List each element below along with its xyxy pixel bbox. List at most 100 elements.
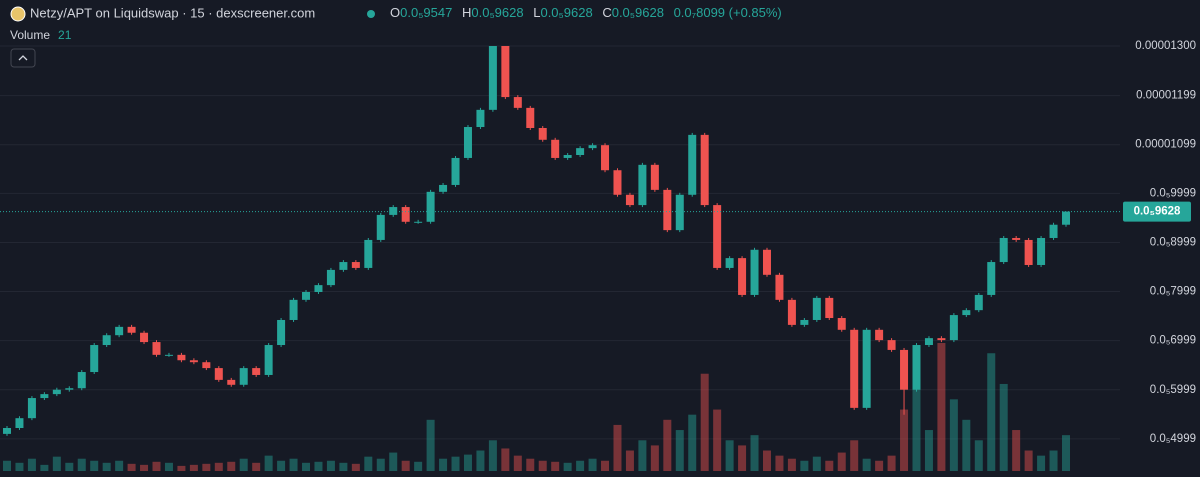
ohlc-key: C xyxy=(602,5,611,20)
volume-bar xyxy=(700,373,709,471)
change: 0.0₇8099 (+0.85%) xyxy=(674,5,782,20)
volume-bar xyxy=(264,455,273,471)
ohlc-value: 0.0₅9547 xyxy=(400,5,452,20)
volume-bar xyxy=(314,461,323,471)
candle-body xyxy=(264,345,273,375)
volume-bar xyxy=(401,460,410,471)
chart-title: Netzy/APT on Liquidswap · 15 · dexscreen… xyxy=(30,5,315,20)
candle-body xyxy=(302,291,311,300)
volume-bar xyxy=(177,465,186,471)
token-logo xyxy=(10,6,26,22)
candle-body xyxy=(750,249,759,295)
candle-body xyxy=(339,262,348,270)
candle-body xyxy=(912,345,921,390)
candle-body xyxy=(3,427,11,434)
volume-bar xyxy=(376,458,385,471)
ohlc-key: H xyxy=(462,5,471,20)
candle-body xyxy=(800,319,809,325)
candle-body xyxy=(887,340,896,350)
candle-body xyxy=(825,297,834,319)
volume-bar xyxy=(800,460,809,471)
volume-bar xyxy=(601,460,610,471)
volume-bar xyxy=(551,461,560,471)
candle-body xyxy=(949,315,958,341)
volume-bar xyxy=(1012,430,1021,471)
candle-body xyxy=(177,354,186,361)
candle-body xyxy=(227,379,236,385)
candle-body xyxy=(1037,237,1046,265)
volume-bar xyxy=(214,462,223,471)
candle-body xyxy=(1024,239,1033,265)
volume-bar xyxy=(52,456,61,471)
candle-body xyxy=(987,262,996,295)
volume-bar xyxy=(439,458,448,471)
volume-bar xyxy=(252,462,261,471)
collapse-icon xyxy=(18,55,28,61)
volume-bar xyxy=(924,430,933,471)
candle-body xyxy=(638,164,647,206)
y-tick-label: 0.0₅6999 xyxy=(1150,335,1196,347)
volume-bar xyxy=(775,455,784,471)
volume-bar xyxy=(837,452,846,471)
candle-body xyxy=(862,329,871,408)
volume-bar xyxy=(675,430,684,471)
volume-bar xyxy=(364,456,373,471)
ohlc-value: 0.0₅9628 xyxy=(612,5,664,20)
volume-bar xyxy=(77,458,86,471)
candle-body xyxy=(351,262,360,268)
volume-bar xyxy=(875,460,884,471)
candle-body xyxy=(613,170,622,195)
candle-body xyxy=(102,335,111,346)
volume-bar xyxy=(750,435,759,471)
volume-bar xyxy=(650,445,659,471)
candle-body xyxy=(713,205,722,268)
candle-body xyxy=(1012,237,1021,240)
candle-body xyxy=(326,269,335,286)
candle-body xyxy=(376,214,385,240)
volume-bar xyxy=(937,343,946,471)
candle-body xyxy=(1049,224,1058,238)
volume-bar xyxy=(862,458,871,471)
candle-body xyxy=(675,194,684,231)
volume-bar xyxy=(102,462,111,471)
candle-body xyxy=(40,394,49,399)
candle-body xyxy=(812,297,821,320)
ohlc-value: 0.0₅9628 xyxy=(471,5,523,20)
candle-body xyxy=(140,332,149,343)
candle-body xyxy=(937,338,946,341)
volume-bar xyxy=(576,460,585,471)
volume-bar xyxy=(588,458,597,471)
ohlc-readout: O0.0₅9547 H0.0₅9628 L0.0₅9628 C0.0₅9628 … xyxy=(390,5,782,20)
candle-body xyxy=(775,274,784,300)
volume-bar xyxy=(538,460,547,471)
volume-bar xyxy=(663,419,672,471)
candle-body xyxy=(52,389,61,395)
volume-bar xyxy=(900,409,909,471)
candle-body xyxy=(538,128,547,140)
candle-body xyxy=(65,388,74,390)
candle-body xyxy=(463,127,472,158)
candle-body xyxy=(90,345,99,373)
volume-bar xyxy=(501,448,510,471)
volume-bar xyxy=(202,463,211,471)
volume-label-text: Volume xyxy=(10,28,50,42)
volume-bar xyxy=(3,460,11,471)
volume-bar xyxy=(563,462,572,471)
candle-body xyxy=(277,319,286,346)
volume-bar xyxy=(1049,450,1058,471)
collapse-button[interactable] xyxy=(10,48,36,68)
volume-bar xyxy=(613,424,622,471)
volume-bar xyxy=(1037,455,1046,471)
volume-bar xyxy=(638,440,647,471)
volume-bar xyxy=(339,462,348,471)
ohlc-key: O xyxy=(390,5,400,20)
candle-body xyxy=(439,184,448,192)
volume-bar xyxy=(999,383,1008,471)
candle-body xyxy=(625,194,634,206)
volume-bar xyxy=(476,450,485,471)
candle-body xyxy=(1062,211,1070,225)
y-tick-label: 0.0₅8999 xyxy=(1150,236,1196,248)
volume-label: Volume 21 xyxy=(10,28,72,42)
volume-bar xyxy=(40,464,49,471)
volume-bar xyxy=(152,461,161,471)
